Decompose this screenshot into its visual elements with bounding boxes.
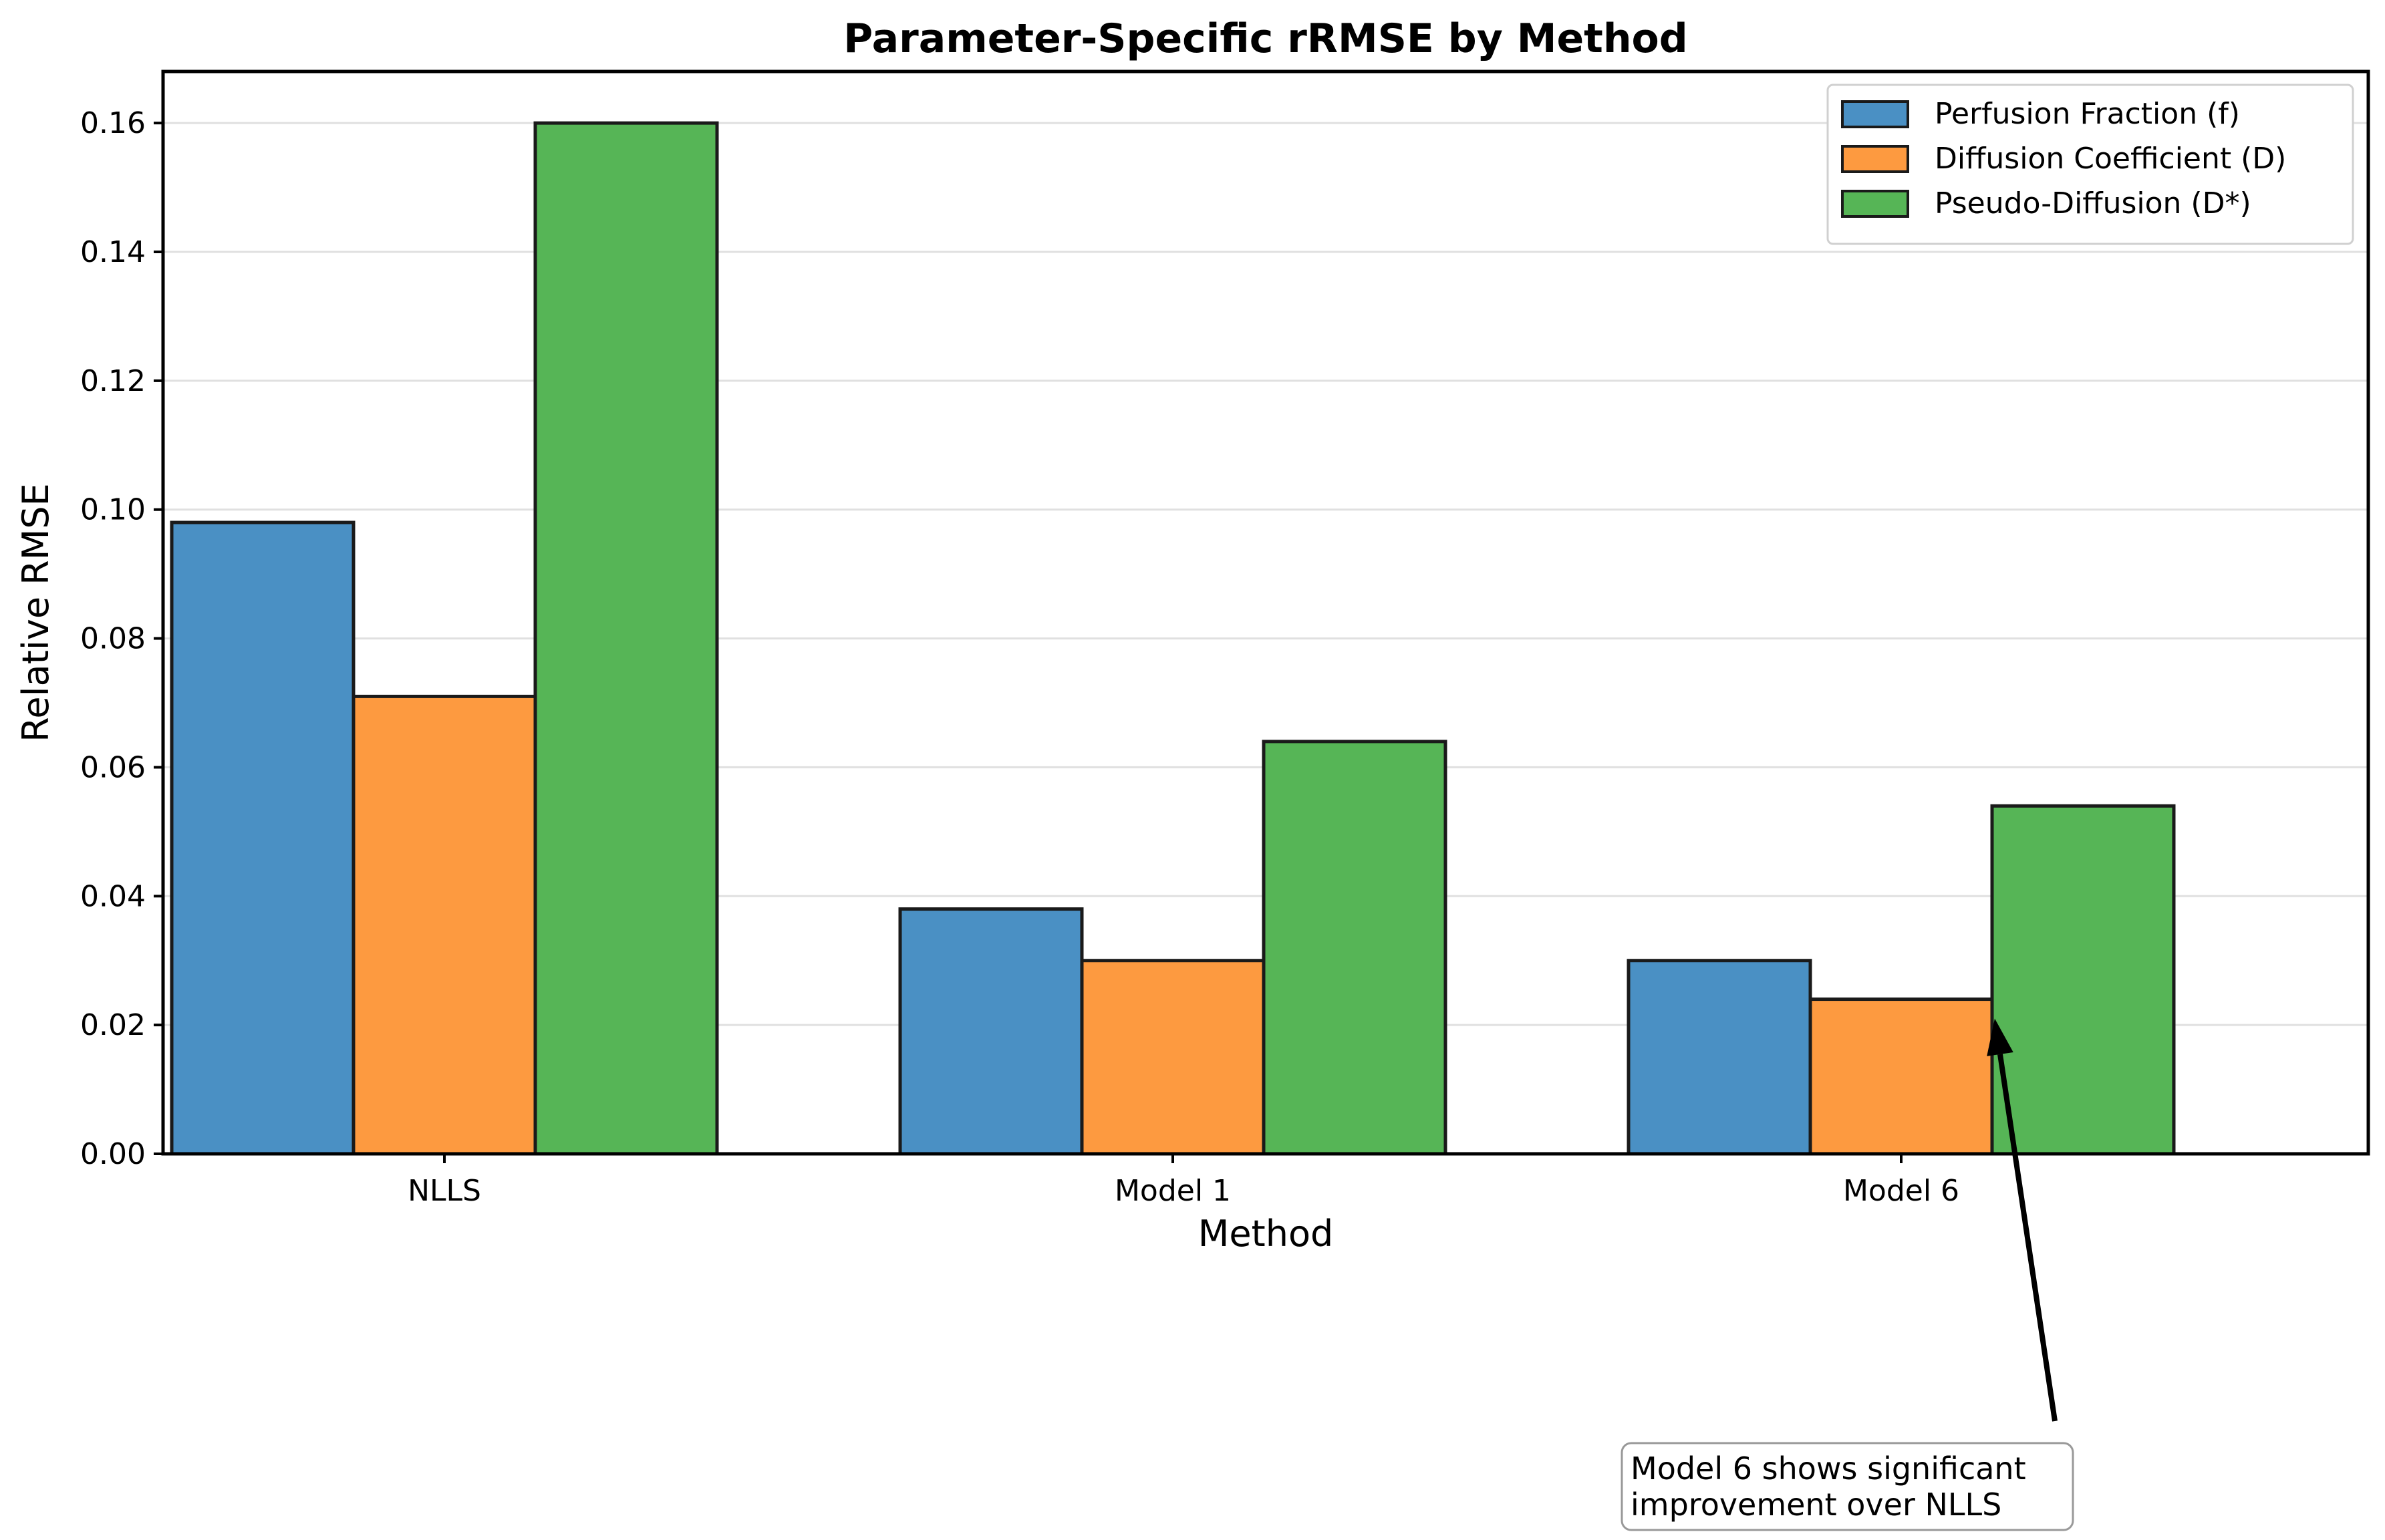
y-tick-label: 0.04 xyxy=(80,879,146,913)
bar xyxy=(170,520,356,1156)
y-tick-label: 0.02 xyxy=(80,1008,146,1042)
legend-label: Perfusion Fraction (f) xyxy=(1935,97,2240,131)
bar xyxy=(898,907,1084,1156)
x-tick-label: NLLS xyxy=(408,1174,481,1208)
y-tick-label: 0.14 xyxy=(80,235,146,269)
y-tick-label: 0.00 xyxy=(80,1137,146,1171)
bar xyxy=(533,121,719,1156)
bars-layer xyxy=(170,121,2176,1156)
legend-swatch xyxy=(1841,190,1909,218)
y-tick-label: 0.10 xyxy=(80,493,146,527)
x-tick-label: Model 1 xyxy=(1115,1174,1231,1208)
bar xyxy=(1080,959,1266,1156)
legend-frame xyxy=(1826,84,2354,245)
annotation-line-1: Model 6 shows significant xyxy=(1631,1450,2026,1487)
y-axis-label: Relative RMSE xyxy=(15,483,57,742)
x-tick-label: Model 6 xyxy=(1843,1174,1959,1208)
y-tick-label: 0.16 xyxy=(80,106,146,140)
y-tick-label: 0.12 xyxy=(80,364,146,398)
annotation: Model 6 shows significant improvement ov… xyxy=(1621,1018,2074,1531)
bar xyxy=(1808,997,1994,1156)
x-axis-label: Method xyxy=(1198,1213,1334,1255)
bar xyxy=(1262,740,1447,1156)
annotation-arrow xyxy=(1997,1054,2058,1422)
ticks-layer: 0.00 0.02 0.04 0.06 0.08 0.10 0.12 0.14 0.16 NLLS… xyxy=(80,106,1959,1208)
plot-frame xyxy=(161,69,2370,1156)
annotation-arrowhead xyxy=(1987,1018,2013,1056)
legend-label: Pseudo-Diffusion (D*) xyxy=(1935,186,2251,220)
y-tick-label: 0.08 xyxy=(80,622,146,656)
y-tick-label: 0.06 xyxy=(80,750,146,784)
chart-title: Parameter-Specific rRMSE by Method xyxy=(843,15,1687,62)
annotation-line-2: improvement over NLLS xyxy=(1631,1487,2001,1523)
legend-swatch xyxy=(1841,145,1909,173)
bar xyxy=(1627,959,1812,1156)
legend-swatch xyxy=(1841,100,1909,128)
bar xyxy=(1990,804,2176,1156)
bar xyxy=(352,694,537,1156)
legend: Perfusion Fraction (f) Diffusion Coeffici… xyxy=(1826,84,2354,245)
legend-label: Diffusion Coefficient (D) xyxy=(1935,142,2286,176)
annotation-box xyxy=(1621,1442,2074,1531)
